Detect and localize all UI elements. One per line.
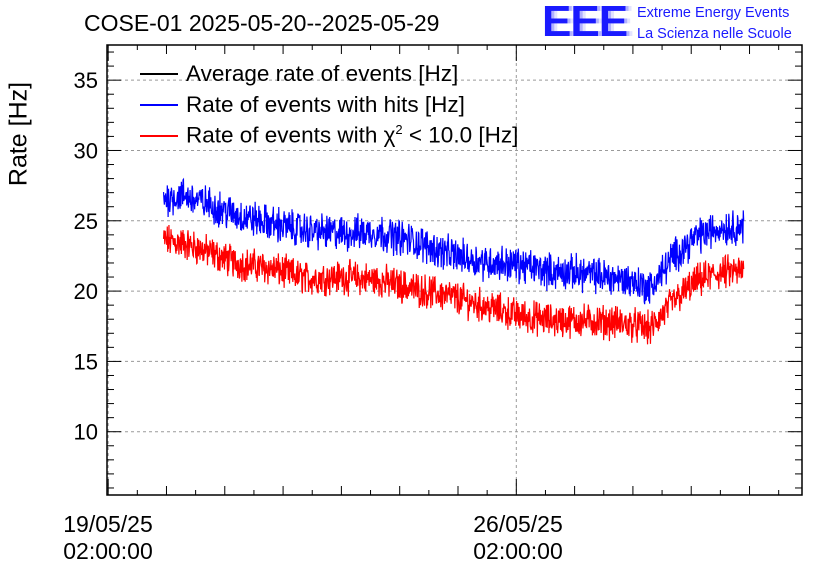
legend-label-average: Average rate of events [Hz]: [186, 60, 459, 86]
legend: Average rate of events [Hz] Rate of even…: [140, 58, 518, 151]
plot-frame: [106, 44, 803, 496]
legend-swatch-black: [140, 72, 178, 75]
eee-logo-letters: EEE: [542, 0, 628, 46]
logo-line-1: Extreme Energy Events: [637, 5, 790, 21]
x-tick-1-date: 26/05/25: [473, 511, 563, 537]
legend-label-chi2: Rate of events with χ2 < 10.0 [Hz]: [186, 122, 518, 149]
legend-swatch-red: [140, 134, 178, 137]
x-tick-label-0: 19/05/25 02:00:00: [63, 511, 153, 565]
chart-title: COSE-01 2025-05-20--2025-05-29: [84, 10, 440, 36]
x-tick-0-time: 02:00:00: [63, 538, 153, 564]
legend-item-average: Average rate of events [Hz]: [140, 58, 518, 89]
y-axis-label: Rate [Hz]: [4, 81, 33, 187]
x-tick-0-date: 19/05/25: [63, 511, 153, 537]
axis-ticks: 10 15 20 25 30 35: [74, 45, 802, 495]
x-tick-1-time: 02:00:00: [473, 538, 563, 564]
series-line-1: [162, 177, 745, 305]
series-line-2: [162, 225, 745, 345]
legend-chi2-pre: Rate of events with: [186, 122, 384, 148]
y-tick-label-4: 30: [74, 138, 98, 163]
y-tick-label-0: 10: [74, 420, 98, 445]
y-tick-label-5: 35: [74, 68, 98, 93]
legend-label-hits: Rate of events with hits [Hz]: [186, 91, 465, 117]
x-tick-label-1: 26/05/25 02:00:00: [473, 511, 563, 565]
logo-line-2: La Scienza nelle Scuole: [637, 26, 792, 42]
legend-item-hits: Rate of events with hits [Hz]: [140, 89, 518, 120]
y-tick-label-3: 25: [74, 209, 98, 234]
eee-logo: EEE Extreme Energy Events La Scienza nel…: [540, 0, 830, 46]
legend-swatch-blue: [140, 103, 178, 106]
legend-chi2-post: < 10.0 [Hz]: [402, 122, 519, 148]
y-tick-label-1: 15: [74, 349, 98, 374]
series-group: [162, 177, 745, 345]
y-axis-label-wrap: Rate [Hz]: [2, 82, 36, 186]
legend-chi-symbol: χ: [383, 122, 396, 148]
legend-item-chi2: Rate of events with χ2 < 10.0 [Hz]: [140, 120, 518, 151]
legend-chi-exponent: 2: [395, 122, 403, 138]
y-tick-label-2: 20: [74, 279, 98, 304]
